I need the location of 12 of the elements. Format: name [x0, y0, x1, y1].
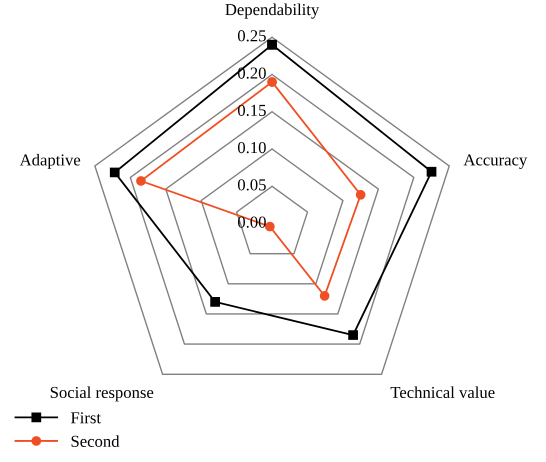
y-tick-label: 0.10 — [238, 142, 266, 154]
y-tick-label: 0.25 — [238, 30, 266, 42]
spoke-label: Social response — [50, 386, 154, 402]
legend-label: Second — [72, 435, 120, 447]
spoke-label: Accuracy — [464, 154, 528, 169]
y-tick-label: 0.20 — [238, 67, 266, 79]
legend-label: First — [70, 412, 101, 424]
y-tick-label: 0.05 — [238, 179, 266, 191]
spoke-label: Dependability — [225, 3, 320, 19]
spoke-label: Adaptive — [20, 154, 80, 169]
spoke-label: Technical value — [390, 386, 495, 398]
y-tick-label: 0.15 — [238, 104, 266, 116]
